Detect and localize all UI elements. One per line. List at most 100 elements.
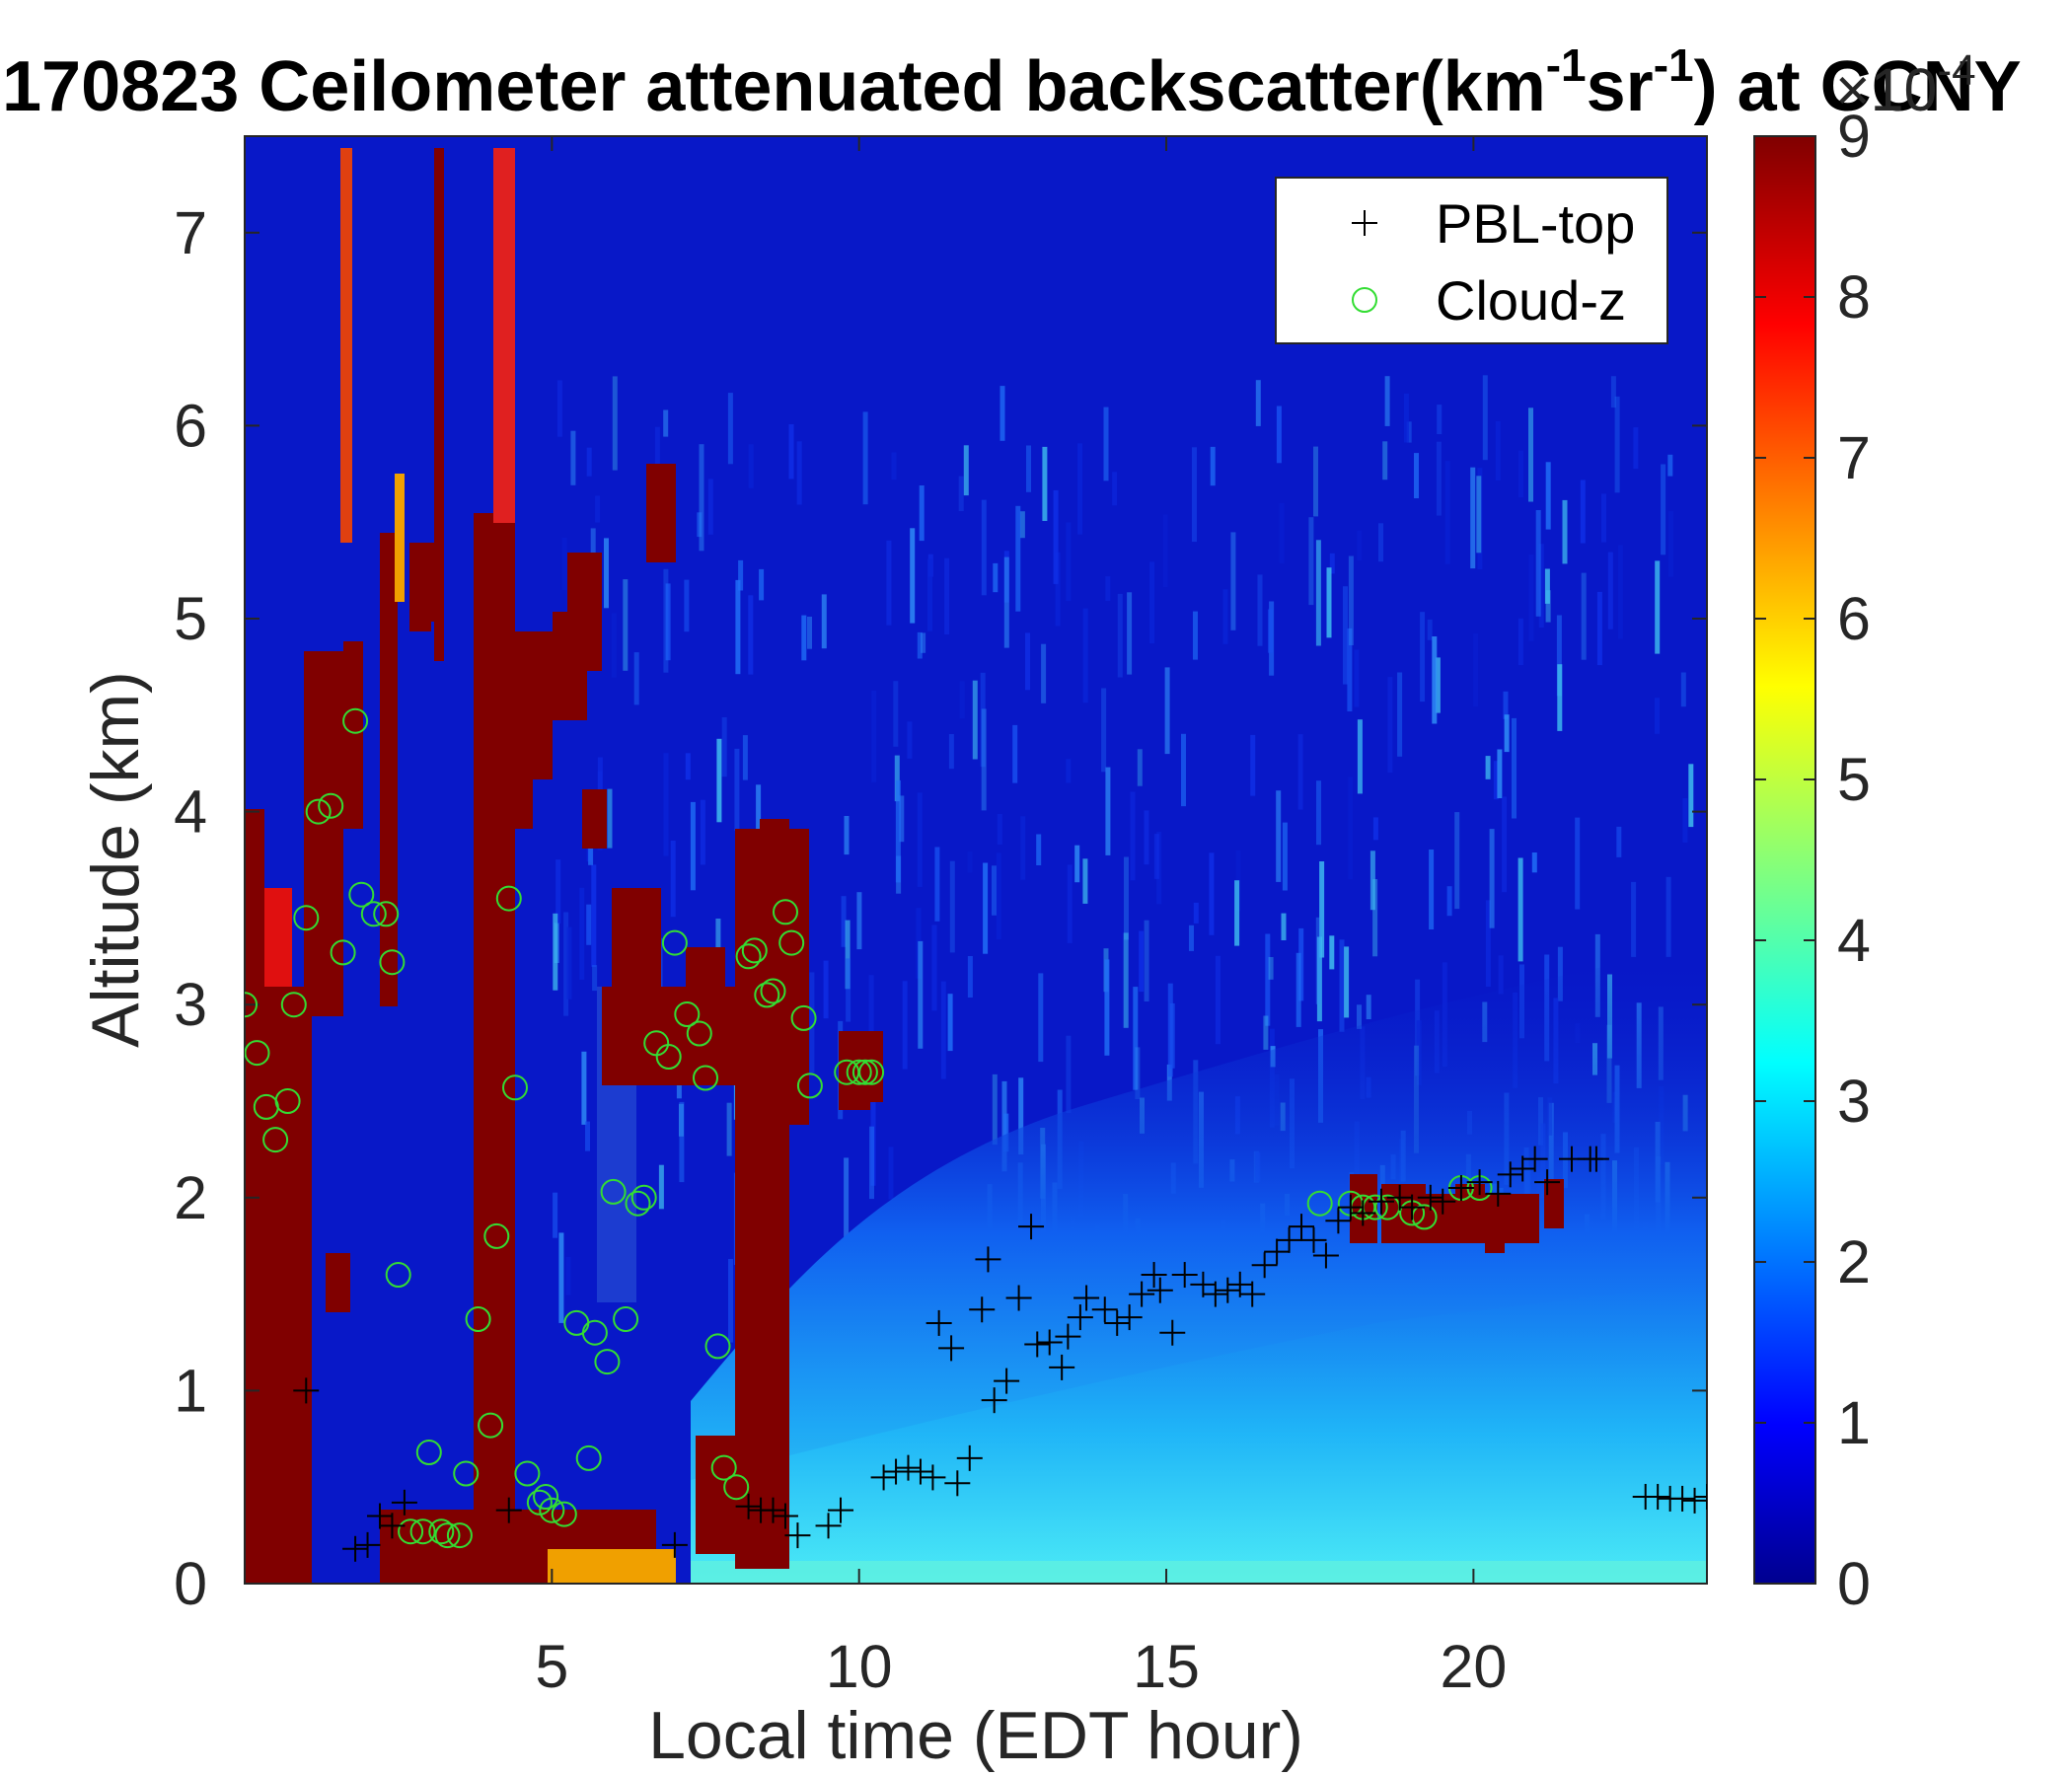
- backscatter-speckle: [556, 380, 562, 437]
- backscatter-speckle: [993, 562, 999, 593]
- pbl-top-marker: [661, 1531, 688, 1558]
- pbl-top-marker: [1669, 1485, 1696, 1512]
- cloud-z-marker: [796, 1073, 823, 1099]
- cloud-block: [380, 533, 398, 1006]
- cloud-z-marker: [409, 1518, 436, 1545]
- backscatter-speckle: [570, 430, 576, 485]
- cloud-z-marker: [600, 1178, 627, 1205]
- backscatter-speckle: [1139, 930, 1145, 993]
- backscatter-speckle: [1617, 545, 1623, 639]
- cloud-block: [548, 1549, 676, 1584]
- backscatter-speckle: [934, 847, 940, 922]
- cloud-block: [395, 474, 405, 602]
- backscatter-speckle: [940, 981, 946, 1079]
- backscatter-speckle: [958, 476, 964, 511]
- pbl-top-marker: [1350, 1200, 1376, 1226]
- cloud-z-marker: [625, 1190, 651, 1217]
- backscatter-speckle: [1315, 917, 1321, 1004]
- backscatter-speckle: [1668, 511, 1673, 577]
- boundary-layer-lower-band: [691, 1283, 1707, 1584]
- cloud-z-marker: [526, 1489, 553, 1516]
- pbl-top-marker: [1190, 1271, 1217, 1297]
- cloud-block: [245, 809, 264, 987]
- backscatter-speckle: [1382, 441, 1388, 481]
- backscatter-speckle: [894, 755, 900, 802]
- backscatter-speckle: [1169, 1002, 1175, 1069]
- pbl-top-marker: [870, 1464, 897, 1491]
- backscatter-speckle: [1313, 446, 1318, 517]
- cloud-block: [304, 651, 343, 1016]
- backscatter-speckle: [1504, 714, 1510, 753]
- backscatter-speckle: [553, 1192, 558, 1238]
- cloud-z-marker: [551, 1501, 577, 1527]
- backscatter-speckle: [1366, 995, 1371, 1019]
- backscatter-speckle: [690, 801, 696, 891]
- cloud-z-marker: [483, 1222, 510, 1249]
- pbl-top-marker: [907, 1458, 933, 1485]
- pbl-top-marker: [379, 1513, 406, 1539]
- cloud-block: [612, 888, 661, 1006]
- backscatter-speckle: [910, 528, 916, 624]
- backscatter-speckle: [981, 708, 987, 811]
- pbl-top-marker: [1368, 1188, 1394, 1215]
- backscatter-speckle: [1025, 632, 1030, 691]
- cloud-block: [567, 553, 602, 671]
- backscatter-speckle: [1268, 609, 1274, 653]
- backscatter-speckle: [1470, 467, 1476, 569]
- plot-frame: [244, 135, 1708, 1585]
- backscatter-speckle: [1545, 590, 1551, 623]
- backscatter-speckle: [1378, 523, 1383, 562]
- cloud-block: [1505, 1194, 1539, 1243]
- backscatter-speckle: [1581, 572, 1587, 660]
- marker-layer: [245, 707, 1707, 1562]
- pbl-top-marker: [1497, 1161, 1523, 1188]
- backscatter-speckle: [1661, 464, 1666, 555]
- backscatter-speckle: [788, 424, 794, 480]
- backscatter-speckle: [607, 788, 613, 849]
- backscatter-speckle: [1343, 586, 1348, 685]
- cloud-z-marker: [723, 1474, 750, 1501]
- backscatter-speckle: [1344, 946, 1350, 1018]
- backscatter-speckle: [586, 904, 592, 945]
- cloud-block: [264, 888, 292, 987]
- pbl-top-marker: [1645, 1483, 1671, 1510]
- pbl-top-marker: [944, 1470, 971, 1497]
- pbl-top-marker: [1337, 1194, 1364, 1221]
- cloud-block: [1381, 1184, 1426, 1243]
- backscatter-speckle: [586, 447, 592, 477]
- backscatter-speckle: [1003, 556, 1009, 648]
- backscatter-speckle: [1263, 1015, 1269, 1050]
- backscatter-speckle: [581, 1051, 587, 1125]
- backscatter-speckle: [684, 579, 690, 632]
- pbl-top-marker: [1005, 1285, 1032, 1311]
- cloud-block: [646, 464, 676, 562]
- cloud-block: [582, 789, 607, 849]
- backscatter-speckle: [1112, 472, 1118, 506]
- backscatter-speckle: [1193, 611, 1198, 660]
- backscatter-speckle: [1665, 876, 1671, 957]
- pbl-top-marker: [1226, 1271, 1253, 1297]
- backscatter-speckle: [1041, 643, 1047, 703]
- backscatter-speckle: [1482, 375, 1488, 461]
- colorbar-ticks: 0 1 2 3 4 5 6 7 8 9: [1754, 103, 1871, 1617]
- backscatter-speckle: [1282, 822, 1288, 891]
- cloud-z-marker: [710, 1454, 737, 1481]
- backscatter-speckle: [1454, 812, 1460, 910]
- cloud-z-marker: [398, 1518, 424, 1545]
- y-tick-label: 3: [174, 971, 207, 1038]
- backscatter-speckle: [1053, 489, 1059, 584]
- pbl-top-marker: [1104, 1309, 1131, 1336]
- backscatter-speckle: [1616, 826, 1622, 857]
- backscatter-speckle: [728, 1259, 733, 1343]
- backscatter-speckle: [1295, 952, 1301, 1027]
- backscatter-speckle: [611, 613, 617, 678]
- backscatter-speckle: [1476, 476, 1482, 554]
- cloud-z-marker: [385, 1262, 411, 1288]
- backscatter-speckle: [1485, 900, 1491, 987]
- pbl-top-marker: [366, 1503, 393, 1529]
- backscatter-speckle: [1329, 553, 1335, 574]
- backscatter-speckle: [700, 799, 705, 865]
- pbl-top-marker: [1215, 1277, 1241, 1303]
- backscatter-speckle: [585, 1121, 590, 1151]
- backscatter-speckle: [1149, 561, 1155, 644]
